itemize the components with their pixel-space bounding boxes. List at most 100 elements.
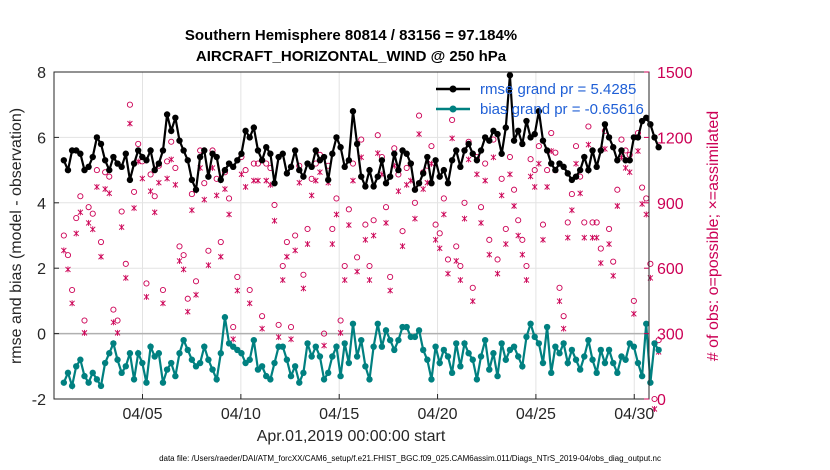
rmse-point bbox=[296, 166, 303, 174]
bias-point bbox=[101, 359, 109, 367]
obs-possible-point bbox=[564, 219, 571, 226]
rmse-point bbox=[279, 150, 286, 157]
rmse-point bbox=[519, 140, 526, 148]
rmse-point bbox=[60, 157, 68, 164]
rmse-point bbox=[411, 186, 419, 193]
rmse-point bbox=[93, 134, 101, 141]
obs-assimilated-point bbox=[300, 285, 307, 292]
obs-assimilated-point bbox=[61, 247, 67, 254]
x-tick-label: 04/05 bbox=[122, 406, 162, 423]
obs-assimilated-point bbox=[98, 253, 104, 260]
obs-assimilated-point bbox=[478, 219, 484, 226]
bias-point bbox=[93, 376, 101, 383]
obs-possible-point bbox=[428, 143, 435, 150]
obs-possible-point bbox=[287, 324, 295, 331]
rmse-point bbox=[324, 176, 332, 184]
chart-title: Southern Hemisphere 80814 / 83156 = 97.1… bbox=[185, 27, 517, 44]
obs-possible-point bbox=[597, 245, 604, 252]
obs-possible-point bbox=[242, 167, 249, 174]
rmse-point bbox=[655, 144, 662, 151]
bias-point bbox=[163, 366, 171, 373]
obs-possible-point bbox=[556, 284, 563, 291]
obs-assimilated-point bbox=[441, 211, 447, 218]
obs-assimilated-point bbox=[230, 336, 237, 343]
x-tick-label: 04/20 bbox=[418, 406, 458, 423]
obs-possible-point bbox=[527, 156, 534, 163]
obs-assimilated-point bbox=[556, 298, 563, 305]
bias-point bbox=[279, 343, 286, 350]
rmse-point bbox=[378, 157, 386, 164]
rmse-point bbox=[560, 163, 567, 171]
data-file-footer: data file: /Users/raeder/DAI/ATM_forcXX/… bbox=[159, 454, 661, 463]
bias-point bbox=[296, 379, 303, 386]
bias-point bbox=[320, 376, 328, 383]
rmse-point bbox=[543, 147, 551, 154]
obs-possible-point bbox=[250, 160, 257, 167]
rmse-point bbox=[180, 147, 187, 154]
right-y-axis-label: # of obs: o=possible; ×=assimilated bbox=[705, 111, 722, 361]
rmse-point bbox=[643, 114, 650, 121]
x-tick-label: 04/30 bbox=[614, 406, 654, 423]
rmse-point bbox=[184, 157, 191, 164]
obs-possible-point bbox=[321, 330, 328, 337]
rmse-point bbox=[531, 130, 538, 138]
obs-possible-point bbox=[93, 167, 100, 174]
obs-possible-point bbox=[560, 313, 567, 320]
rmse-point bbox=[353, 140, 361, 148]
rmse-point bbox=[229, 163, 237, 171]
obs-possible-point bbox=[411, 199, 418, 206]
obs-possible-point bbox=[135, 140, 142, 147]
bias-point bbox=[391, 346, 398, 354]
rmse-point bbox=[143, 157, 150, 164]
obs-possible-point bbox=[486, 236, 493, 243]
obs-assimilated-point bbox=[118, 224, 125, 231]
right-y-tick-label: 0 bbox=[657, 392, 666, 409]
obs-possible-point bbox=[362, 221, 369, 228]
obs-assimilated-point bbox=[151, 209, 158, 216]
rmse-point bbox=[217, 176, 224, 184]
obs-assimilated-point bbox=[362, 236, 369, 243]
rmse-point bbox=[151, 166, 158, 174]
bias-point bbox=[453, 340, 460, 347]
rmse-point bbox=[329, 150, 336, 157]
obs-possible-point bbox=[440, 195, 447, 202]
bias-point bbox=[85, 379, 92, 386]
obs-assimilated-point bbox=[189, 207, 195, 214]
obs-possible-point bbox=[205, 247, 212, 254]
obs-possible-point bbox=[647, 260, 654, 267]
obs-assimilated-point bbox=[416, 131, 422, 138]
obs-possible-point bbox=[304, 225, 311, 233]
obs-assimilated-point bbox=[465, 156, 472, 163]
rmse-point bbox=[440, 166, 448, 174]
obs-possible-point bbox=[469, 284, 476, 291]
obs-assimilated-point bbox=[168, 156, 175, 163]
rmse-point bbox=[118, 163, 125, 171]
rmse-point bbox=[453, 147, 460, 154]
rmse-point bbox=[597, 147, 605, 154]
rmse-point bbox=[188, 176, 196, 184]
obs-possible-point bbox=[172, 164, 179, 171]
rmse-point bbox=[366, 166, 373, 174]
bias-point bbox=[287, 372, 295, 380]
rmse-point bbox=[618, 147, 625, 154]
obs-possible-point bbox=[73, 215, 80, 222]
obs-assimilated-point bbox=[341, 277, 348, 284]
obs-assimilated-point bbox=[201, 196, 208, 203]
obs-possible-point bbox=[345, 206, 352, 213]
obs-possible-point bbox=[358, 136, 365, 143]
obs-possible-point bbox=[651, 395, 658, 403]
rmse-point bbox=[386, 173, 394, 180]
rmse-point bbox=[159, 147, 167, 154]
right-y-tick-label: 1200 bbox=[657, 130, 693, 147]
obs-assimilated-point bbox=[73, 230, 80, 237]
x-tick-label: 04/10 bbox=[221, 406, 261, 423]
bias-point bbox=[81, 372, 88, 380]
bias-point bbox=[486, 366, 493, 373]
bias-point bbox=[180, 336, 187, 344]
obs-assimilated-point bbox=[279, 277, 286, 284]
obs-possible-point bbox=[444, 256, 452, 263]
bias-point bbox=[531, 333, 538, 341]
rmse-point bbox=[250, 124, 258, 131]
obs-possible-point bbox=[502, 225, 509, 233]
obs-possible-point bbox=[126, 101, 133, 108]
